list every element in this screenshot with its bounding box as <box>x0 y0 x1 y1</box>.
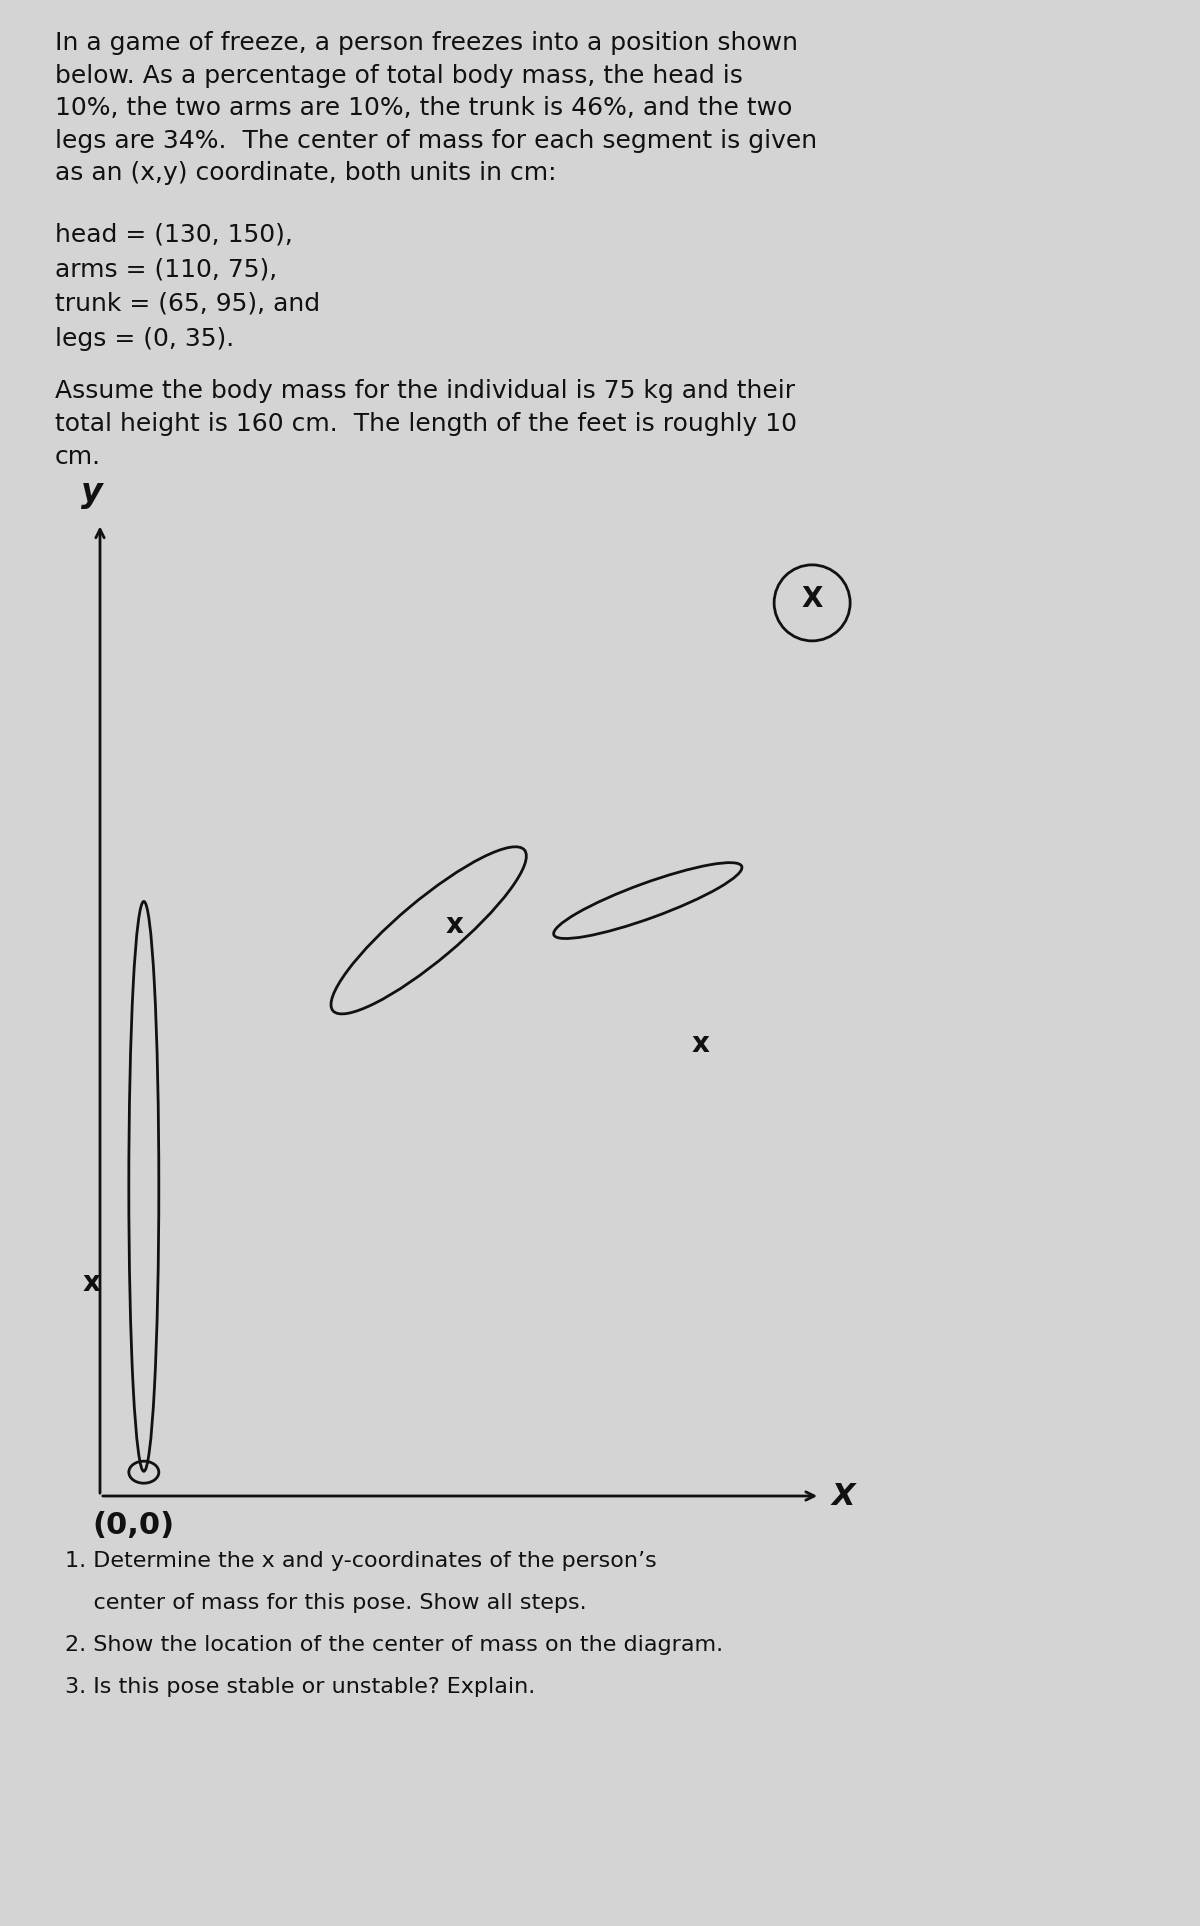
Text: In a game of freeze, a person freezes into a position shown
below. As a percenta: In a game of freeze, a person freezes in… <box>55 31 817 185</box>
Text: trunk = (65, 95), and: trunk = (65, 95), and <box>55 293 320 316</box>
Text: Assume the body mass for the individual is 75 kg and their
total height is 160 c: Assume the body mass for the individual … <box>55 379 797 468</box>
Text: 1. Determine the x and y-coordinates of the person’s: 1. Determine the x and y-coordinates of … <box>65 1550 656 1572</box>
Text: x: x <box>691 1030 709 1059</box>
Text: 2. Show the location of the center of mass on the diagram.: 2. Show the location of the center of ma… <box>65 1635 724 1654</box>
Text: arms = (110, 75),: arms = (110, 75), <box>55 258 277 281</box>
Text: legs = (0, 35).: legs = (0, 35). <box>55 327 234 351</box>
Text: x: x <box>445 911 463 940</box>
Text: 3. Is this pose stable or unstable? Explain.: 3. Is this pose stable or unstable? Expl… <box>65 1678 535 1697</box>
Text: (0,0): (0,0) <box>92 1512 174 1541</box>
Text: y: y <box>82 476 103 508</box>
Text: x: x <box>83 1269 101 1296</box>
Text: center of mass for this pose. Show all steps.: center of mass for this pose. Show all s… <box>65 1593 587 1612</box>
Text: head = (130, 150),: head = (130, 150), <box>55 223 293 247</box>
Text: X: X <box>802 586 823 612</box>
Text: X: X <box>832 1481 856 1510</box>
